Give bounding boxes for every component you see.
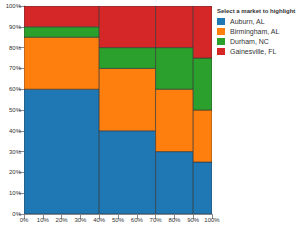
- svg-text:60%: 60%: [131, 217, 144, 223]
- svg-text:100%: 100%: [204, 217, 220, 223]
- svg-text:70%: 70%: [150, 217, 163, 223]
- svg-text:20%: 20%: [9, 169, 22, 175]
- svg-text:70%: 70%: [9, 65, 22, 71]
- svg-text:60%: 60%: [9, 86, 22, 92]
- svg-text:Gainesville, FL: Gainesville, FL: [230, 48, 276, 55]
- svg-text:30%: 30%: [9, 149, 22, 155]
- svg-text:Durham, NC: Durham, NC: [230, 38, 269, 45]
- svg-text:90%: 90%: [187, 217, 200, 223]
- svg-text:100%: 100%: [6, 3, 22, 9]
- svg-text:0%: 0%: [20, 217, 29, 223]
- svg-text:10%: 10%: [9, 190, 22, 196]
- svg-text:80%: 80%: [168, 217, 181, 223]
- svg-text:Birmingham, AL: Birmingham, AL: [230, 28, 280, 36]
- svg-text:Auburn, AL: Auburn, AL: [230, 18, 265, 25]
- svg-text:30%: 30%: [74, 217, 87, 223]
- svg-text:0%: 0%: [12, 211, 21, 217]
- svg-text:Select a market to highlight: Select a market to highlight: [217, 8, 295, 14]
- svg-text:50%: 50%: [112, 217, 125, 223]
- svg-text:40%: 40%: [9, 128, 22, 134]
- svg-text:10%: 10%: [37, 217, 50, 223]
- svg-text:20%: 20%: [56, 217, 69, 223]
- svg-text:40%: 40%: [93, 217, 106, 223]
- svg-text:50%: 50%: [9, 107, 22, 113]
- svg-text:90%: 90%: [9, 24, 22, 30]
- svg-text:80%: 80%: [9, 45, 22, 51]
